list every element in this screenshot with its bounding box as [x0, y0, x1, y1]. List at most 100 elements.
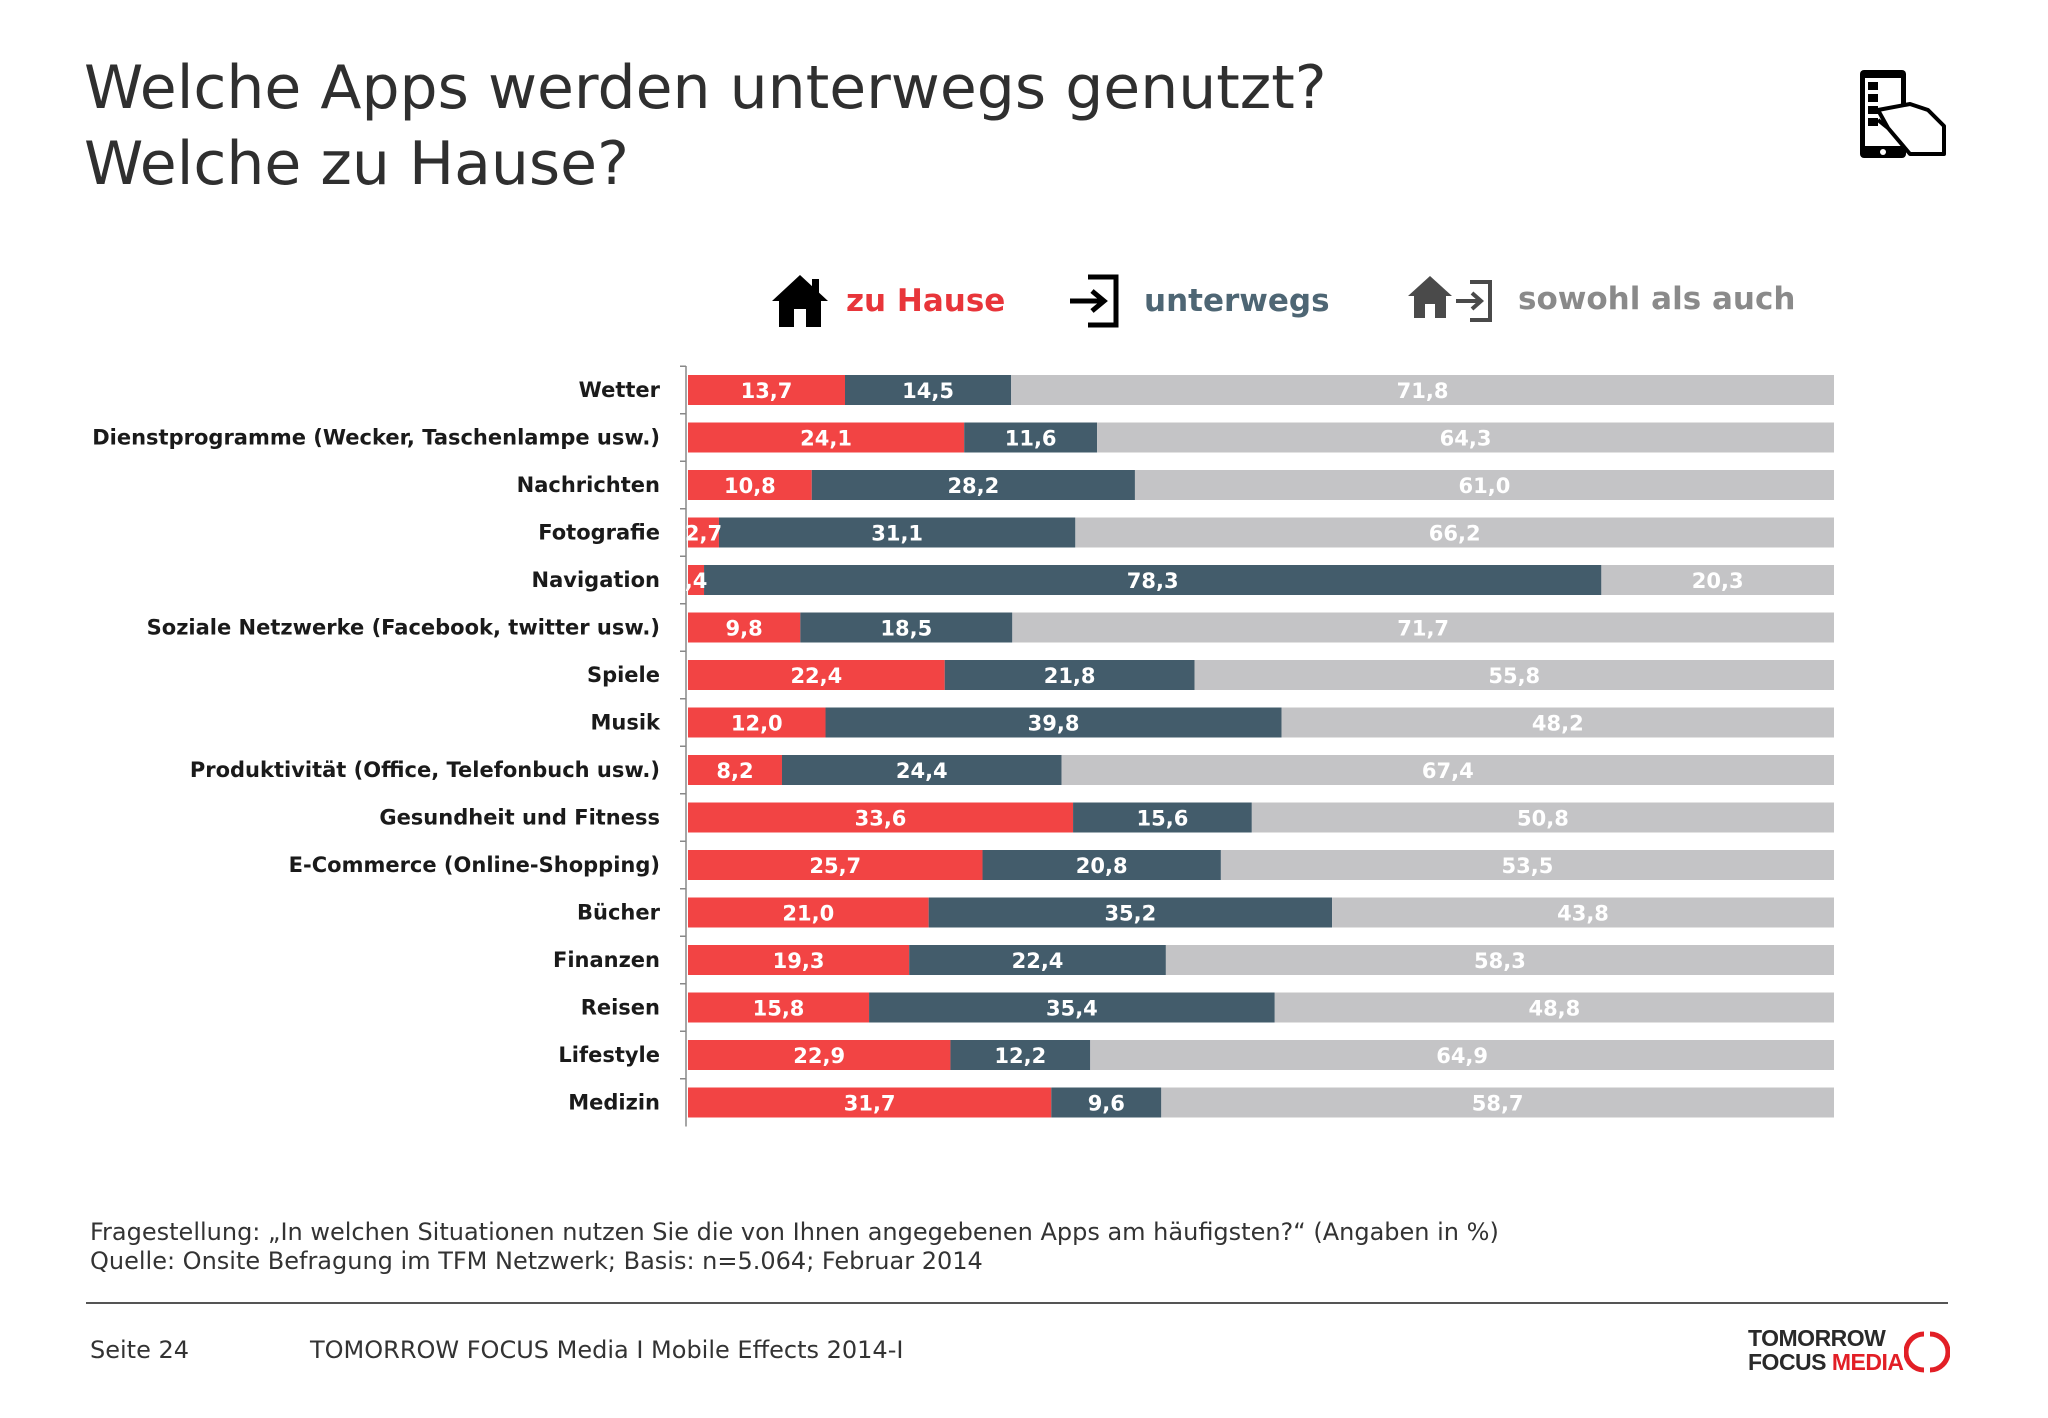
logo-focus: FOCUS — [1748, 1349, 1827, 1375]
logo-media: MEDIA — [1831, 1349, 1904, 1375]
legend-away-label: unterwegs — [1144, 283, 1330, 319]
data-label: 25,7 — [809, 854, 861, 878]
data-label: 48,8 — [1528, 997, 1580, 1021]
data-label: 19,3 — [773, 949, 825, 973]
bar-segment-away — [704, 565, 1602, 595]
data-label: 53,5 — [1502, 854, 1554, 878]
category-label: Dienstprogramme (Wecker, Taschenlampe us… — [92, 426, 660, 450]
data-label: 21,8 — [1044, 664, 1096, 688]
logo-ring-icon — [1904, 1331, 1950, 1373]
category-label: Navigation — [532, 568, 660, 592]
bar-segment-both — [1075, 517, 1834, 548]
bar-segment-home — [688, 802, 1074, 833]
data-label: 8,2 — [716, 759, 753, 783]
bar-segment-away — [909, 945, 1166, 975]
bar-segment-home — [688, 1087, 1052, 1118]
logo-line-1: TOMORROW — [1748, 1325, 1886, 1351]
data-label: 15,6 — [1137, 807, 1189, 831]
title-line-2: Welche zu Hause? — [84, 129, 629, 199]
bar-segment-away — [1073, 802, 1252, 833]
bar-segment-away — [811, 470, 1135, 500]
category-label: Musik — [590, 711, 661, 735]
bar-segment-away — [928, 897, 1333, 928]
category-label: Medizin — [568, 1091, 660, 1115]
bar-segment-home — [688, 565, 705, 595]
data-label: 35,2 — [1104, 902, 1156, 926]
bar-segment-home — [688, 850, 983, 880]
data-label: 58,3 — [1474, 949, 1526, 973]
page-number: Seite 24 — [90, 1336, 190, 1364]
data-label: 55,8 — [1488, 664, 1540, 688]
bar-segment-away — [869, 992, 1275, 1023]
data-label: 24,4 — [896, 759, 948, 783]
data-label: 50,8 — [1517, 807, 1569, 831]
bar-segment-away — [845, 375, 1012, 405]
bar-segment-both — [1011, 375, 1834, 405]
category-label: E-Commerce (Online-Shopping) — [289, 853, 660, 877]
category-label: Gesundheit und Fitness — [379, 806, 660, 830]
bar-segment-home — [688, 422, 965, 453]
data-label: 71,7 — [1397, 617, 1449, 641]
data-label: 20,8 — [1076, 854, 1128, 878]
data-label: 22,4 — [1012, 949, 1064, 973]
data-label: 64,9 — [1436, 1044, 1488, 1068]
bar-segment-both — [1251, 802, 1834, 833]
exit-arrow-icon — [1070, 274, 1119, 328]
footer-divider — [86, 1302, 1948, 1304]
data-label: 71,8 — [1397, 379, 1449, 403]
category-label: Fotografie — [538, 521, 660, 545]
data-label: 35,4 — [1046, 997, 1098, 1021]
data-label: 22,4 — [790, 664, 842, 688]
legend-both-label: sowohl als auch — [1518, 281, 1796, 317]
bar-segment-home — [688, 945, 910, 975]
footnote: Fragestellung: „In welchen Situationen n… — [90, 1218, 1499, 1276]
bar-segment-both — [1220, 850, 1834, 880]
category-label: Finanzen — [553, 948, 660, 972]
data-label: 58,7 — [1472, 1092, 1524, 1116]
bar-segment-both — [1281, 707, 1834, 738]
bar-segment-home — [688, 707, 826, 738]
legend-both: sowohl als auch — [1408, 264, 1795, 334]
data-label: 33,6 — [855, 807, 907, 831]
bar-segment-both — [1165, 945, 1834, 975]
data-label: 43,8 — [1557, 902, 1609, 926]
category-label: Wetter — [579, 378, 661, 402]
data-label: 12,0 — [731, 712, 783, 736]
data-label: 13,7 — [741, 379, 793, 403]
bar-segment-both — [1061, 755, 1834, 785]
data-label: 24,1 — [800, 427, 852, 451]
stacked-bar-chart: Wetter 13,7 14,5 71,8 Dienstprogramme (Wecke… — [92, 365, 1834, 1127]
bar-segment-home — [688, 897, 929, 928]
logo-line-2: FOCUS MEDIA — [1748, 1350, 1904, 1374]
legend-away: unterwegs — [1066, 266, 1330, 336]
data-label: 9,6 — [1088, 1092, 1125, 1116]
data-label: 14,5 — [902, 379, 954, 403]
category-label: Soziale Netzwerke (Facebook, twitter usw… — [147, 616, 660, 640]
category-label: Nachrichten — [517, 473, 660, 497]
data-label: 15,8 — [753, 997, 805, 1021]
footnote-source: Quelle: Onsite Befragung im TFM Netzwerk… — [90, 1247, 983, 1275]
data-label: 21,0 — [782, 902, 834, 926]
data-label: 22,9 — [793, 1044, 845, 1068]
bar-segment-away — [825, 707, 1282, 738]
category-label: Bücher — [577, 901, 661, 925]
bar-segment-home — [688, 612, 801, 643]
data-label: 67,4 — [1422, 759, 1474, 783]
data-label: 64,3 — [1440, 427, 1492, 451]
page-title: Welche Apps werden unterwegs genutzt? We… — [84, 50, 1327, 202]
bar-segment-home — [688, 517, 719, 548]
bar-segment-both — [1601, 565, 1834, 595]
legend-home: zu Hause — [770, 266, 1005, 336]
bar-segment-both — [1134, 470, 1834, 500]
data-label: 9,8 — [726, 617, 763, 641]
bar-segment-both — [1161, 1087, 1834, 1118]
data-label: 2,7 — [685, 522, 722, 546]
data-label: 48,2 — [1532, 712, 1584, 736]
data-label: 20,3 — [1692, 569, 1744, 593]
footnote-question: Fragestellung: „In welchen Situationen n… — [90, 1218, 1499, 1246]
bar-segment-both — [1332, 897, 1834, 928]
data-label: ,4 — [685, 569, 708, 593]
data-label: 39,8 — [1028, 712, 1080, 736]
data-label: 61,0 — [1459, 474, 1511, 498]
bar-segment-both — [1274, 992, 1834, 1023]
